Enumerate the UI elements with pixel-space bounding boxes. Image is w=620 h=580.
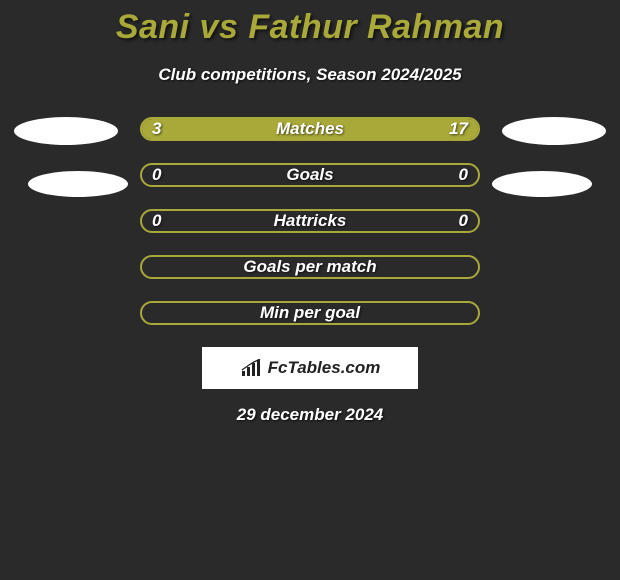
stat-gpm-label: Goals per match (243, 257, 376, 277)
stats-area: 3 Matches 17 0 Goals 0 0 Hattricks 0 Goa… (0, 117, 620, 325)
player-right-badge-2 (492, 171, 592, 197)
stat-hattricks-right-value: 0 (459, 211, 468, 231)
player-right-badge-1 (502, 117, 606, 145)
stat-hattricks-left-value: 0 (152, 211, 161, 231)
stat-hattricks-label: Hattricks (274, 211, 347, 231)
stat-goals-left-value: 0 (152, 165, 161, 185)
footer-logo[interactable]: FcTables.com (202, 347, 418, 389)
stat-matches-label: Matches (276, 119, 344, 139)
stat-goals-label: Goals (286, 165, 333, 185)
stat-bar-min-per-goal: Min per goal (140, 301, 480, 325)
logo-inner: FcTables.com (240, 358, 381, 378)
subtitle: Club competitions, Season 2024/2025 (0, 65, 620, 85)
player-left-badge-2 (28, 171, 128, 197)
stat-goals-right-value: 0 (459, 165, 468, 185)
footer-date: 29 december 2024 (0, 405, 620, 425)
stat-bar-matches-fill-left (142, 119, 192, 139)
stat-bar-hattricks: 0 Hattricks 0 (140, 209, 480, 233)
stat-bar-matches: 3 Matches 17 (140, 117, 480, 141)
player-right-col (492, 117, 612, 197)
stat-bars: 3 Matches 17 0 Goals 0 0 Hattricks 0 Goa… (140, 117, 480, 325)
stat-bar-goals: 0 Goals 0 (140, 163, 480, 187)
stat-mpg-label: Min per goal (260, 303, 360, 323)
chart-icon (240, 359, 264, 377)
player-left-badge-1 (14, 117, 118, 145)
player-left-col (8, 117, 128, 197)
logo-text: FcTables.com (268, 358, 381, 378)
stat-bar-goals-per-match: Goals per match (140, 255, 480, 279)
stat-matches-left-value: 3 (152, 119, 161, 139)
stat-matches-right-value: 17 (449, 119, 468, 139)
page-title: Sani vs Fathur Rahman (0, 0, 620, 47)
